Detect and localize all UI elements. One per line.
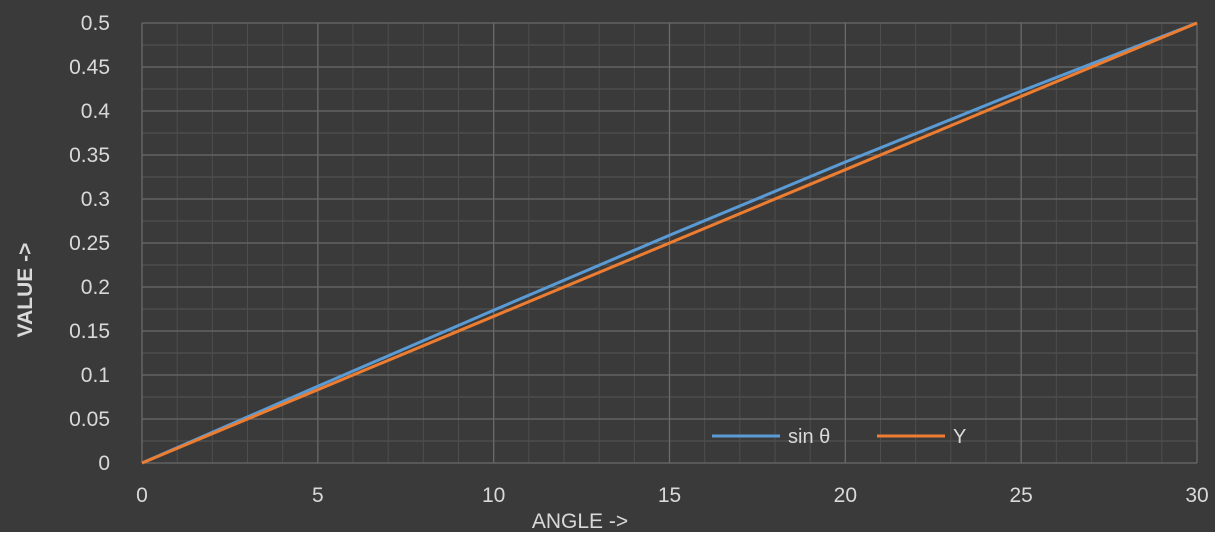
y-tick-label: 0.4	[81, 100, 111, 123]
legend: sin θ Y	[712, 426, 966, 448]
x-tick-label: 10	[482, 484, 505, 507]
legend-label: Y	[953, 426, 966, 448]
series-layer	[141, 21, 1198, 465]
series-line	[141, 21, 1198, 465]
grid-layer	[141, 22, 1198, 464]
x-tick-label: 25	[1009, 484, 1032, 507]
y-tick-label: 0.05	[69, 408, 110, 431]
y-axis-label: VALUE ->	[14, 243, 37, 338]
y-tick-label: 0.15	[69, 320, 110, 343]
x-tick-labels: 0 5 10 15 20 25 30	[136, 484, 1209, 507]
y-tick-label: 0	[98, 452, 110, 475]
y-tick-label: 0.2	[81, 276, 110, 299]
x-tick-label: 0	[136, 484, 148, 507]
x-tick-label: 20	[834, 484, 857, 507]
y-tick-label: 0.3	[81, 188, 110, 211]
x-tick-label: 30	[1185, 484, 1208, 507]
x-tick-label: 5	[312, 484, 324, 507]
x-tick-label: 15	[658, 484, 681, 507]
y-tick-label: 0.5	[81, 12, 110, 35]
x-axis-label: ANGLE ->	[532, 510, 628, 532]
legend-label: sin θ	[788, 426, 830, 448]
series-line	[141, 21, 1198, 465]
y-tick-label: 0.1	[81, 364, 110, 387]
y-tick-label: 0.45	[69, 56, 110, 79]
y-tick-labels: 0 0.05 0.1 0.15 0.2 0.25 0.3 0.35 0.4 0.45 0.5	[69, 12, 110, 475]
y-tick-label: 0.25	[69, 232, 110, 255]
y-tick-label: 0.35	[69, 144, 110, 167]
